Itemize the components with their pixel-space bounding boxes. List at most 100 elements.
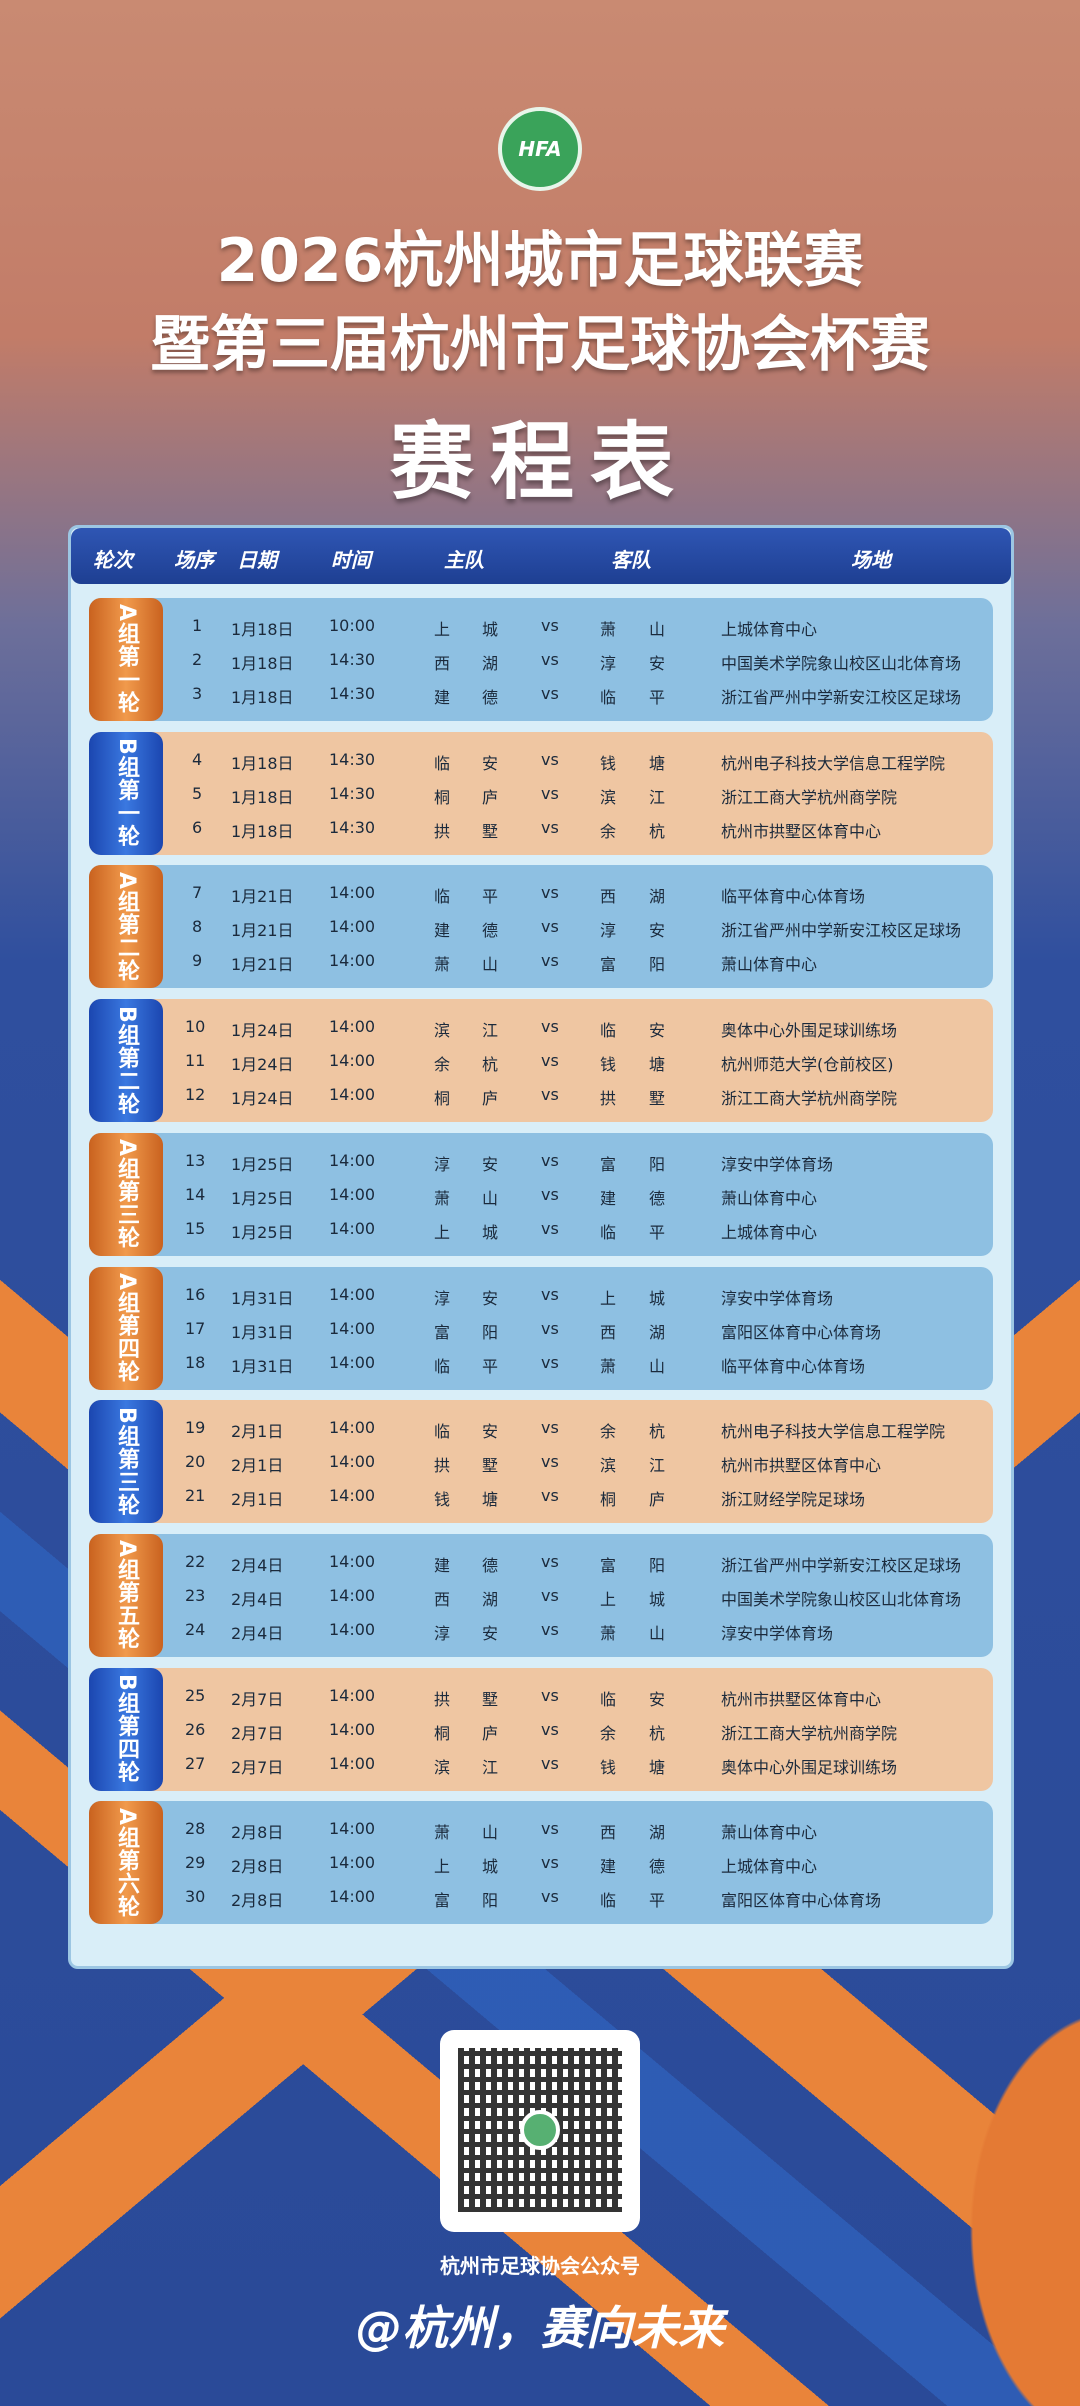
match-time: 14:00	[329, 951, 376, 971]
match-date: 1月31日	[231, 1356, 294, 1376]
match-time: 14:00	[329, 1418, 376, 1438]
vs-label: vs	[541, 883, 559, 903]
away-team: 山	[649, 620, 666, 639]
away-team: 富	[600, 955, 617, 975]
home-team: 萧	[434, 1823, 451, 1843]
match-no: 28	[185, 1819, 206, 1839]
venue: 中国美术学院象山校区山北体育场	[721, 654, 962, 673]
home-team: 墅	[482, 821, 499, 841]
match-row: 24 2月4日 14:00 淳 安 vs 萧 山 淳安中学体育场	[89, 1612, 993, 1646]
match-time: 14:30	[329, 650, 376, 669]
home-team: 上	[434, 1222, 451, 1242]
col-venue: 场地	[851, 548, 891, 572]
vs-label: vs	[541, 1452, 559, 1472]
away-team: 建	[600, 1857, 617, 1877]
match-date: 1月25日	[231, 1222, 294, 1242]
match-date: 1月25日	[231, 1188, 294, 1208]
match-no: 9	[192, 951, 203, 971]
home-team: 拱	[434, 1689, 451, 1709]
col-home: 主队	[444, 548, 484, 572]
match-date: 2月7日	[231, 1723, 284, 1743]
vs-label: vs	[541, 1719, 559, 1739]
venue: 临平体育中心体育场	[721, 1356, 866, 1376]
match-row: 9 1月21日 14:00 萧 山 vs 富 阳 萧山体育中心	[89, 943, 993, 977]
match-no: 25	[185, 1685, 206, 1705]
match-row: 18 1月31日 14:00 临 平 vs 萧 山 临平体育中心体育场	[89, 1345, 993, 1379]
match-row: 10 1月24日 14:00 滨 江 vs 临 安 奥体中心外围足球训练场	[89, 1009, 993, 1043]
logo-text: HFA	[518, 137, 562, 161]
match-time: 14:00	[329, 917, 376, 937]
away-team: 庐	[649, 1490, 666, 1510]
home-team: 富	[434, 1891, 451, 1911]
venue: 淳安中学体育场	[721, 1154, 834, 1174]
match-time: 14:00	[329, 1719, 376, 1739]
away-team: 塘	[649, 753, 666, 773]
match-time: 14:00	[329, 1551, 376, 1571]
match-time: 14:00	[329, 1619, 376, 1639]
vs-label: vs	[541, 749, 559, 769]
match-no: 23	[185, 1585, 206, 1605]
qr-code[interactable]	[440, 2030, 640, 2232]
vs-label: vs	[541, 1753, 559, 1773]
away-team: 塘	[649, 1757, 666, 1777]
match-date: 1月24日	[231, 1089, 294, 1109]
away-team: 阳	[649, 1555, 666, 1575]
match-row: 20 2月1日 14:00 拱 墅 vs 滨 江 杭州市拱墅区体育中心	[89, 1444, 993, 1478]
away-team: 德	[649, 1857, 666, 1877]
venue: 杭州电子科技大学信息工程学院	[721, 1422, 946, 1442]
match-time: 14:00	[329, 1318, 376, 1338]
away-team: 临	[600, 1689, 617, 1709]
round-label: A组第六轮	[89, 1801, 163, 1925]
round-group: B组第二轮 10 1月24日 14:00 滨 江 vs 临 安 奥体中心外围足球…	[89, 999, 993, 1123]
round-label: A组第三轮	[89, 1132, 163, 1256]
match-no: 5	[192, 783, 203, 803]
vs-label: vs	[541, 1017, 559, 1037]
match-time: 14:30	[329, 783, 376, 803]
col-match-no: 场序	[174, 548, 214, 572]
vs-label: vs	[541, 1318, 559, 1338]
match-row: 19 2月1日 14:00 临 安 vs 余 杭 杭州电子科技大学信息工程学院	[89, 1410, 993, 1444]
match-row: 30 2月8日 14:00 富 阳 vs 临 平 富阳区体育中心体育场	[89, 1879, 993, 1913]
venue: 上城体育中心	[721, 1857, 818, 1877]
away-team: 余	[600, 821, 617, 841]
match-time: 14:00	[329, 1352, 376, 1372]
home-team: 山	[482, 1823, 499, 1843]
home-team: 城	[482, 620, 499, 639]
match-date: 1月21日	[231, 955, 294, 975]
home-team: 桐	[434, 1723, 451, 1743]
home-team: 阳	[482, 1891, 499, 1911]
match-no: 21	[185, 1486, 206, 1506]
away-team: 萧	[600, 620, 617, 639]
vs-label: vs	[541, 1352, 559, 1372]
match-row: 14 1月25日 14:00 萧 山 vs 建 德 萧山体育中心	[89, 1177, 993, 1211]
home-team: 萧	[434, 955, 451, 975]
venue: 萧山体育中心	[721, 1823, 818, 1843]
home-team: 塘	[482, 1490, 499, 1510]
match-no: 7	[192, 883, 203, 903]
round-group: A组第三轮 13 1月25日 14:00 淳 安 vs 富 阳 淳安中学体育场 …	[89, 1132, 993, 1256]
match-row: 22 2月4日 14:00 建 德 vs 富 阳 浙江省严州中学新安江校区足球场	[89, 1544, 993, 1578]
round-group: A组第四轮 16 1月31日 14:00 淳 安 vs 上 城 淳安中学体育场 …	[89, 1266, 993, 1390]
round-group: A组第一轮 1 1月18日 10:00 上 城 vs 萧 山 上城体育中心 2 …	[89, 598, 993, 721]
home-team: 淳	[434, 1154, 451, 1174]
home-team: 滨	[434, 1021, 451, 1041]
match-row: 12 1月24日 14:00 桐 庐 vs 拱 墅 浙江工商大学杭州商学院	[89, 1077, 993, 1111]
vs-label: vs	[541, 1887, 559, 1907]
venue: 淳安中学体育场	[721, 1288, 834, 1308]
home-team: 上	[434, 1857, 451, 1877]
match-date: 1月24日	[231, 1021, 294, 1041]
match-time: 14:30	[329, 684, 376, 703]
title-line1: 2026杭州城市足球联赛	[216, 226, 864, 296]
away-team: 城	[649, 1288, 666, 1308]
away-team: 西	[600, 1823, 617, 1843]
venue: 上城体育中心	[721, 1222, 818, 1242]
match-no: 11	[185, 1051, 206, 1071]
home-team: 江	[482, 1757, 499, 1777]
match-date: 1月18日	[231, 821, 294, 841]
match-no: 4	[192, 749, 203, 769]
home-team: 上	[434, 620, 451, 639]
match-time: 10:00	[329, 616, 376, 635]
home-team: 余	[434, 1055, 451, 1075]
venue: 上城体育中心	[721, 620, 818, 639]
home-team: 西	[434, 1589, 451, 1609]
